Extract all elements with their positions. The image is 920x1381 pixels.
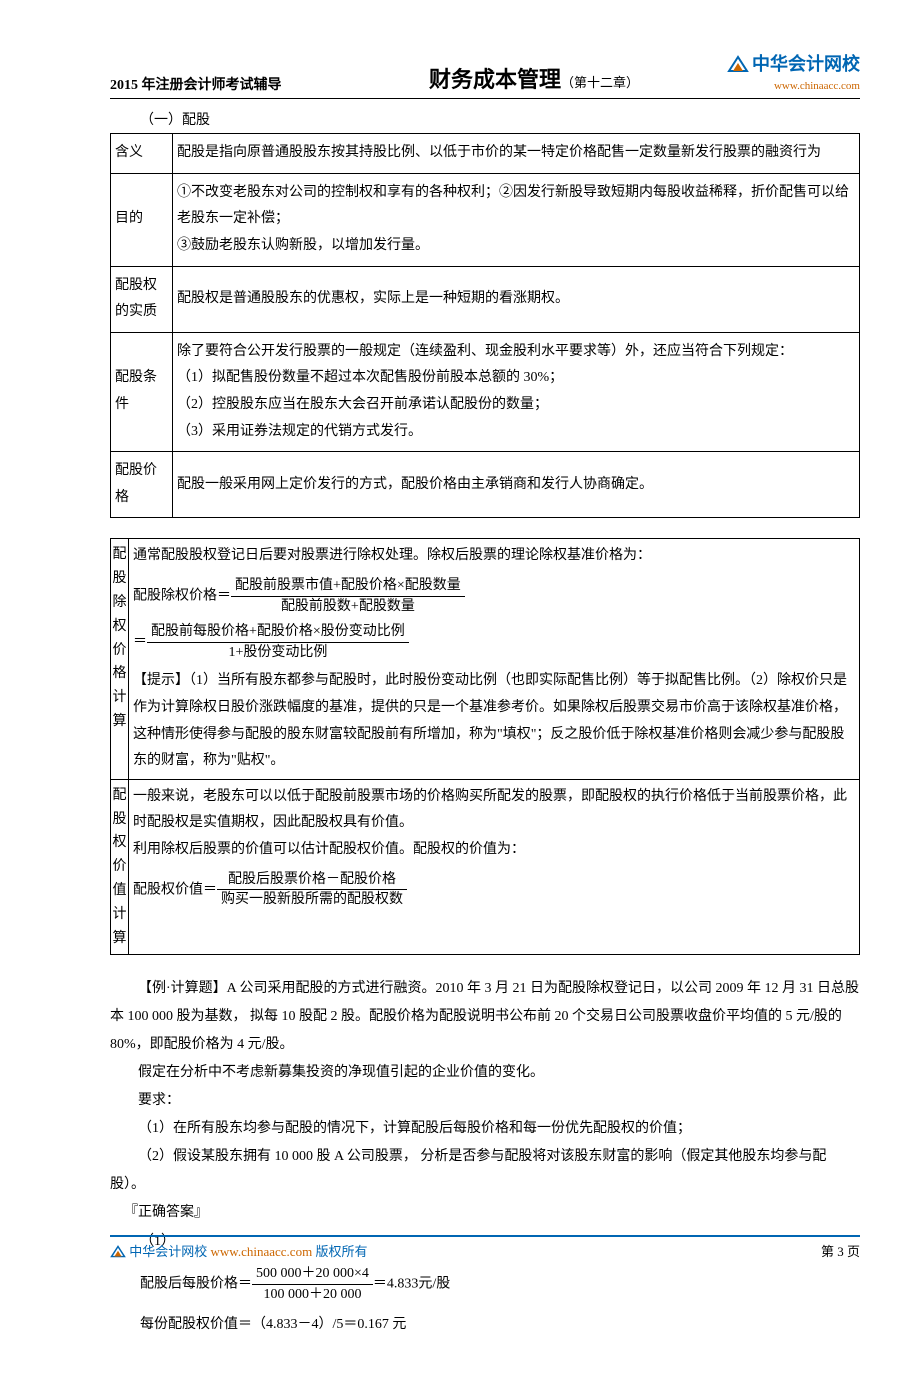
title-sub: （第十二章） [561,75,639,90]
footer-logo-icon [110,1245,126,1262]
table-row: 配股权价值计算 一般来说，老股东可以以低于配股前股票市场的价格购买所配发的股票，… [111,779,860,955]
footer-org: 中华会计网校 [129,1244,207,1259]
example-req: 要求： [110,1087,860,1115]
table-row: 目的 ①不改变老股东对公司的控制权和享有的各种权利；②因发行新股导致短期内每股收… [111,173,860,266]
numerator: 配股前每股价格+配股价格×股份变动比例 [147,622,409,643]
formula-rhs: ＝4.833元/股 [373,1276,450,1291]
formula-lhs: 配股权价值＝ [133,882,217,897]
title-main: 财务成本管理 [429,67,561,92]
logo-url: www.chinaacc.com [774,80,860,92]
fraction: 配股前股票市值+配股价格×配股数量配股前股数+配股数量 [231,576,465,616]
example-r1: （1）在所有股东均参与配股的情况下，计算配股后每股价格和每一份优先配股权的价值； [110,1115,860,1143]
row-content: ①不改变老股东对公司的控制权和享有的各种权利；②因发行新股导致短期内每股收益稀释… [173,173,860,266]
row-content: 配股是指向原普通股股东按其持股比例、以低于市价的某一特定价格配售一定数量新发行股… [173,134,860,174]
footer-copyright: 版权所有 [315,1244,367,1259]
footer-left: 中华会计网校 www.chinaacc.com 版权所有 [110,1241,367,1262]
fraction: 500 000＋20 000×4100 000＋20 000 [252,1264,373,1304]
formula-ex-rights-price-2: ＝配股前每股价格+配股价格×股份变动比例1+股份变动比例 [133,622,855,662]
row-vlabel: 配股除权价格计算 [111,539,129,779]
answer-label: 『正确答案』 [110,1199,860,1227]
example-p1: 【例·计算题】A 公司采用配股的方式进行融资。2010 年 3 月 21 日为配… [110,975,860,1059]
table-peigu-basics: 含义 配股是指向原普通股股东按其持股比例、以低于市价的某一特定价格配售一定数量新… [110,133,860,518]
formula-lhs: ＝ [133,635,147,650]
answer-formula-1: 配股后每股价格＝500 000＋20 000×4100 000＋20 000＝4… [140,1264,860,1304]
denominator: 1+股份变动比例 [147,643,409,663]
formula-rights-value: 配股权价值＝配股后股票价格－配股价格购买一股新股所需的配股权数 [133,870,855,910]
row-label: 目的 [111,173,173,266]
denominator: 购买一股新股所需的配股权数 [217,890,407,910]
formula-ex-rights-price-1: 配股除权价格＝配股前股票市值+配股价格×配股数量配股前股数+配股数量 [133,576,855,616]
table-row: 含义 配股是指向原普通股股东按其持股比例、以低于市价的某一特定价格配售一定数量新… [111,134,860,174]
para-text: 一般来说，老股东可以以低于配股前股票市场的价格购买所配发的股票，即配股权的执行价… [133,784,855,864]
page-footer: 中华会计网校 www.chinaacc.com 版权所有 第 3 页 [110,1235,860,1262]
formula-lhs: 配股后每股价格＝ [140,1276,252,1291]
logo-text: 中华会计网校 [752,54,860,74]
logo-icon [727,55,749,78]
row-content: 一般来说，老股东可以以低于配股前股票市场的价格购买所配发的股票，即配股权的执行价… [129,779,860,955]
intro-text: 通常配股股权登记日后要对股票进行除权处理。除权后股票的理论除权基准价格为： [133,543,855,570]
row-label: 含义 [111,134,173,174]
row-label: 配股条件 [111,332,173,451]
table-row: 配股除权价格计算 通常配股股权登记日后要对股票进行除权处理。除权后股票的理论除权… [111,539,860,779]
page-header: 2015 年注册会计师考试辅导 财务成本管理（第十二章） 中华会计网校 www.… [110,50,860,99]
section-title: （一）配股 [140,109,860,129]
table-peigu-formulas: 配股除权价格计算 通常配股股权登记日后要对股票进行除权处理。除权后股票的理论除权… [110,538,860,955]
table-row: 配股价格 配股一般采用网上定价发行的方式，配股价格由主承销商和发行人协商确定。 [111,452,860,518]
table-row: 配股权的实质 配股权是普通股股东的优惠权，实际上是一种短期的看涨期权。 [111,266,860,332]
row-content: 除了要符合公开发行股票的一般规定（连续盈利、现金股利水平要求等）外，还应当符合下… [173,332,860,451]
formula-lhs: 配股除权价格＝ [133,588,231,603]
fraction: 配股后股票价格－配股价格购买一股新股所需的配股权数 [217,870,407,910]
numerator: 500 000＋20 000×4 [252,1264,373,1285]
row-vlabel: 配股权价值计算 [111,779,129,955]
header-title: 财务成本管理（第十二章） [342,62,727,94]
table-row: 配股条件 除了要符合公开发行股票的一般规定（连续盈利、现金股利水平要求等）外，还… [111,332,860,451]
row-label: 配股权的实质 [111,266,173,332]
row-label: 配股价格 [111,452,173,518]
footer-page: 第 3 页 [821,1241,860,1262]
row-content: 配股一般采用网上定价发行的方式，配股价格由主承销商和发行人协商确定。 [173,452,860,518]
hint-text: 【提示】（1）当所有股东都参与配股时，此时股份变动比例（也即实际配售比例）等于拟… [133,668,855,774]
example-block: 【例·计算题】A 公司采用配股的方式进行融资。2010 年 3 月 21 日为配… [110,975,860,1341]
example-r2: （2）假设某股东拥有 10 000 股 A 公司股票， 分析是否参与配股将对该股… [110,1143,860,1199]
example-p2: 假定在分析中不考虑新募集投资的净现值引起的企业价值的变化。 [110,1059,860,1087]
header-logo: 中华会计网校 www.chinaacc.com [727,50,861,94]
fraction: 配股前每股价格+配股价格×股份变动比例1+股份变动比例 [147,622,409,662]
header-left: 2015 年注册会计师考试辅导 [110,74,282,94]
ans1-line2: 每份配股权价值＝（4.833－4）/5＝0.167 元 [140,1310,860,1341]
footer-url: www.chinaacc.com [211,1244,313,1259]
row-content: 配股权是普通股股东的优惠权，实际上是一种短期的看涨期权。 [173,266,860,332]
denominator: 配股前股数+配股数量 [231,597,465,617]
row-content: 通常配股股权登记日后要对股票进行除权处理。除权后股票的理论除权基准价格为： 配股… [129,539,860,779]
denominator: 100 000＋20 000 [252,1285,373,1305]
r2-text: （2）假设某股东拥有 10 000 股 A 公司股票， 分析是否参与配股将对该股… [110,1149,826,1192]
numerator: 配股后股票价格－配股价格 [217,870,407,891]
numerator: 配股前股票市值+配股价格×配股数量 [231,576,465,597]
